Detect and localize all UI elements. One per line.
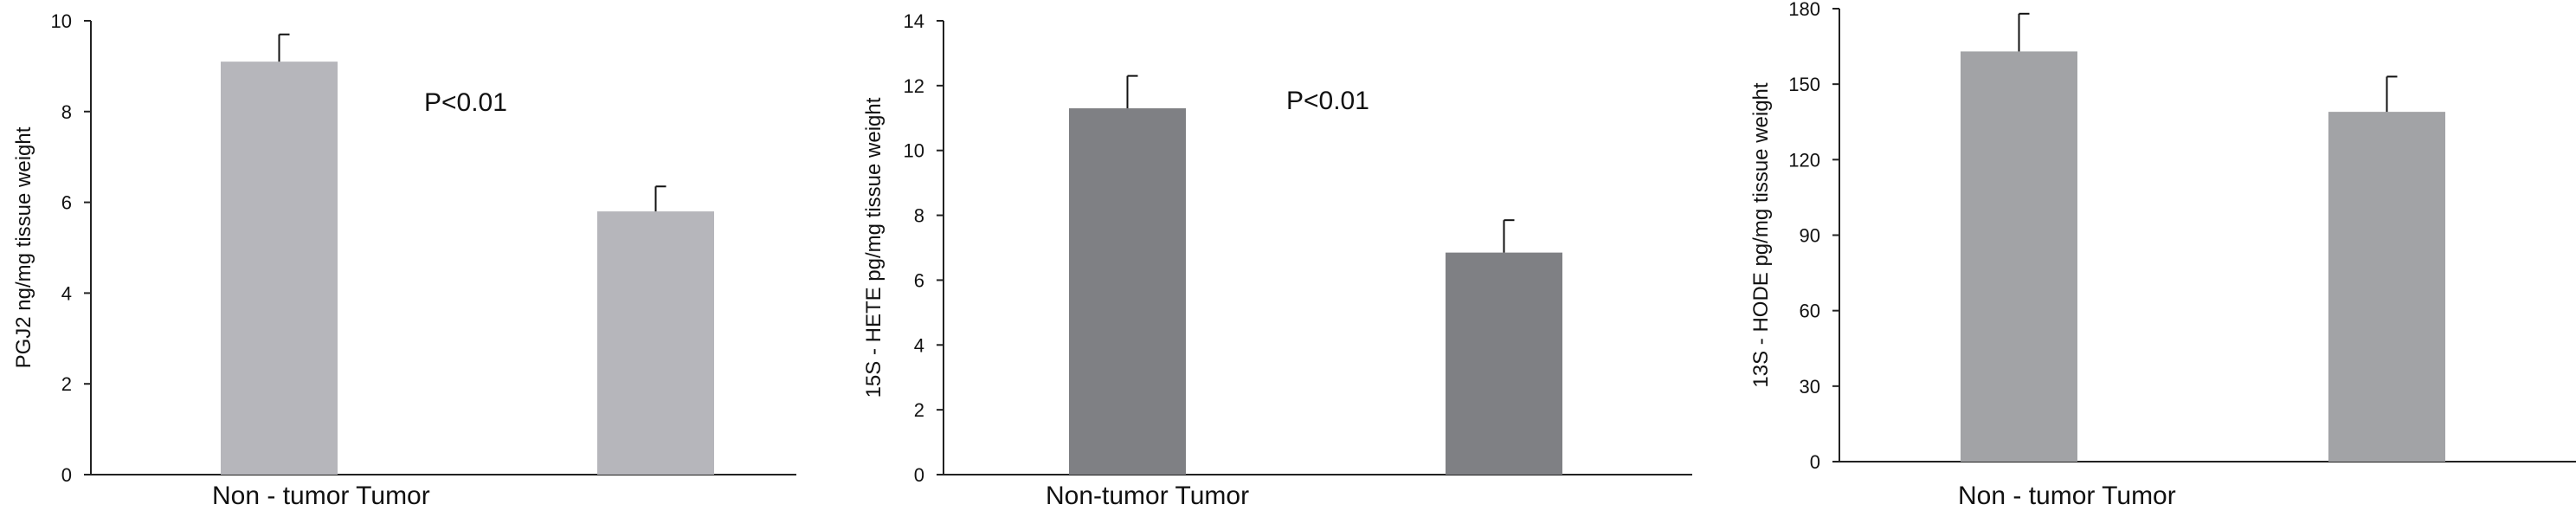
y-tick-label: 30 — [1800, 376, 1820, 398]
y-tick-label: 12 — [904, 75, 924, 97]
x-axis-label: Non - tumor Tumor — [212, 482, 430, 510]
y-tick-label: 8 — [61, 101, 72, 123]
x-axis-label: Non-tumor Tumor — [1046, 482, 1249, 510]
y-tick-label: 150 — [1788, 74, 1820, 95]
y-tick-label: 0 — [61, 464, 72, 486]
y-axis-label: 15S - HETE pg/mg tissue weight — [862, 97, 886, 398]
y-tick-label: 4 — [914, 334, 924, 356]
bar-non-tumor — [1069, 108, 1186, 475]
bar-non-tumor — [221, 61, 338, 475]
p-value-annotation: P<0.01 — [1286, 87, 1369, 115]
y-tick-label: 2 — [914, 399, 924, 421]
y-tick-label: 6 — [914, 269, 924, 291]
y-tick-label: 0 — [914, 464, 924, 486]
y-tick-label: 120 — [1788, 149, 1820, 171]
bar-tumor — [2328, 112, 2445, 462]
p-value-annotation: P<0.01 — [424, 88, 507, 117]
y-tick-label: 10 — [51, 10, 72, 32]
bar-tumor — [1446, 252, 1562, 475]
y-tick-label: 90 — [1800, 225, 1820, 247]
y-tick-label: 14 — [904, 10, 924, 32]
y-tick-label: 60 — [1800, 301, 1820, 322]
y-axis-label: PGJ2 ng/mg tissue weight — [12, 126, 35, 368]
bar-tumor — [597, 211, 714, 475]
x-axis-label: Non - tumor Tumor — [1958, 482, 2176, 510]
y-tick-label: 6 — [61, 192, 72, 214]
y-tick-label: 4 — [61, 282, 72, 304]
y-tick-label: 180 — [1788, 0, 1820, 20]
bar-non-tumor — [1961, 51, 2077, 462]
y-tick-label: 2 — [61, 373, 72, 395]
y-tick-label: 10 — [904, 140, 924, 162]
y-tick-label: 0 — [1810, 451, 1820, 473]
y-axis-label: 13S - HODE pg/mg tissue weight — [1749, 82, 1773, 387]
y-tick-label: 8 — [914, 205, 924, 227]
